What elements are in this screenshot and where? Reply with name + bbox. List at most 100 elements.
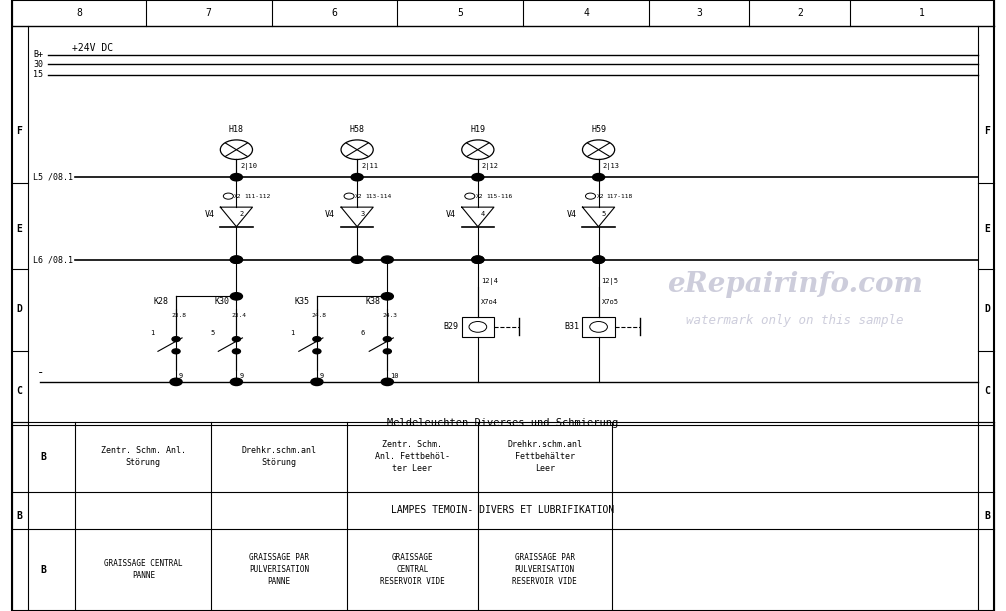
- Circle shape: [383, 337, 391, 342]
- Text: 4: 4: [481, 211, 485, 217]
- Text: B29: B29: [444, 323, 459, 331]
- Text: X2: X2: [597, 194, 604, 199]
- Text: E: E: [984, 224, 990, 234]
- Text: 2|11: 2|11: [361, 163, 378, 170]
- Text: GRAISSAGE PAR
PULVERISATION
PANNE: GRAISSAGE PAR PULVERISATION PANNE: [249, 554, 309, 586]
- Text: 7: 7: [206, 9, 211, 18]
- Text: V4: V4: [566, 210, 576, 219]
- Text: 115-116: 115-116: [486, 194, 512, 199]
- Text: 30: 30: [33, 60, 43, 68]
- Text: K35: K35: [295, 296, 310, 306]
- Text: H19: H19: [471, 125, 485, 134]
- Text: 6: 6: [332, 9, 337, 18]
- Circle shape: [230, 256, 242, 263]
- Text: 9: 9: [320, 373, 324, 379]
- Text: K38: K38: [365, 296, 380, 306]
- Circle shape: [593, 256, 605, 263]
- Text: 5: 5: [602, 211, 606, 217]
- Text: 9: 9: [239, 373, 243, 379]
- Circle shape: [172, 337, 180, 342]
- Bar: [582, 317, 615, 337]
- Text: 113-114: 113-114: [365, 194, 391, 199]
- Text: +24V DC: +24V DC: [72, 43, 114, 53]
- Text: X7o5: X7o5: [602, 299, 619, 305]
- Text: 10: 10: [390, 373, 398, 379]
- Text: 5: 5: [458, 9, 463, 18]
- Text: 1: 1: [150, 330, 154, 336]
- Text: 3: 3: [360, 211, 364, 217]
- Circle shape: [383, 349, 391, 354]
- Text: X7o4: X7o4: [481, 299, 498, 305]
- Text: 2|12: 2|12: [482, 163, 499, 170]
- Text: H18: H18: [229, 125, 243, 134]
- Text: GRAISSAGE PAR
PULVERISATION
RESERVOIR VIDE: GRAISSAGE PAR PULVERISATION RESERVOIR VI…: [512, 554, 577, 586]
- Text: B: B: [16, 511, 22, 521]
- Text: 1: 1: [919, 9, 925, 18]
- Circle shape: [381, 293, 393, 300]
- Text: 24.3: 24.3: [382, 313, 397, 318]
- Text: V4: V4: [446, 210, 456, 219]
- Text: 15: 15: [33, 70, 43, 79]
- Text: 3: 3: [696, 9, 702, 18]
- Circle shape: [232, 349, 240, 354]
- Text: 6: 6: [361, 330, 365, 336]
- Text: GRAISSAGE CENTRAL
PANNE: GRAISSAGE CENTRAL PANNE: [104, 559, 183, 580]
- Text: L6 /08.1: L6 /08.1: [33, 255, 73, 264]
- Circle shape: [313, 349, 321, 354]
- Text: eRepairinfo.com: eRepairinfo.com: [667, 271, 923, 298]
- Text: 111-112: 111-112: [244, 194, 271, 199]
- Text: C: C: [984, 386, 990, 396]
- Circle shape: [472, 256, 484, 263]
- Text: D: D: [16, 304, 22, 313]
- Text: Zentr. Schm. Anl.
Störung: Zentr. Schm. Anl. Störung: [101, 446, 186, 467]
- Circle shape: [472, 174, 484, 181]
- Text: 12|5: 12|5: [602, 279, 619, 285]
- Text: B+: B+: [33, 51, 43, 59]
- Text: H59: H59: [592, 125, 606, 134]
- Circle shape: [472, 256, 484, 263]
- Text: K30: K30: [214, 296, 229, 306]
- Text: V4: V4: [325, 210, 335, 219]
- Circle shape: [230, 256, 242, 263]
- Text: 2: 2: [797, 9, 803, 18]
- Circle shape: [230, 174, 242, 181]
- Circle shape: [172, 349, 180, 354]
- Text: Drehkr.schm.anl
Fettbehälter
Leer: Drehkr.schm.anl Fettbehälter Leer: [507, 441, 582, 473]
- Circle shape: [170, 378, 182, 386]
- Circle shape: [230, 293, 242, 300]
- Text: 4: 4: [583, 9, 589, 18]
- Text: Drehkr.schm.anl
Störung: Drehkr.schm.anl Störung: [241, 446, 317, 467]
- Text: 2|13: 2|13: [603, 163, 620, 170]
- Text: H58: H58: [350, 125, 364, 134]
- Text: 5: 5: [210, 330, 214, 336]
- Text: X2: X2: [234, 194, 241, 199]
- Circle shape: [381, 256, 393, 263]
- Text: 23.8: 23.8: [171, 313, 186, 318]
- Text: C: C: [16, 386, 22, 396]
- Text: K28: K28: [154, 296, 169, 306]
- Text: 12|4: 12|4: [481, 279, 498, 285]
- Circle shape: [593, 256, 605, 263]
- Text: E: E: [16, 224, 22, 234]
- Text: V4: V4: [204, 210, 214, 219]
- Circle shape: [351, 256, 363, 263]
- Circle shape: [311, 378, 323, 386]
- Bar: [462, 317, 494, 337]
- Text: X2: X2: [476, 194, 483, 199]
- Text: 1: 1: [291, 330, 295, 336]
- Text: B: B: [40, 452, 46, 462]
- Text: 2: 2: [239, 211, 243, 217]
- Circle shape: [593, 174, 605, 181]
- Text: 117-118: 117-118: [607, 194, 633, 199]
- Text: D: D: [984, 304, 990, 313]
- Circle shape: [230, 378, 242, 386]
- Text: LAMPES TEMOIN- DIVERS ET LUBRIFIKATION: LAMPES TEMOIN- DIVERS ET LUBRIFIKATION: [391, 505, 615, 515]
- Text: B31: B31: [564, 323, 579, 331]
- Text: Meldeleuchten Diverses und Schmierung: Meldeleuchten Diverses und Schmierung: [387, 418, 619, 428]
- Circle shape: [232, 337, 240, 342]
- Text: Zentr. Schm.
Anl. Fettbehöl-
ter Leer: Zentr. Schm. Anl. Fettbehöl- ter Leer: [375, 441, 450, 473]
- Text: -: -: [36, 366, 44, 379]
- Text: F: F: [984, 126, 990, 136]
- Text: F: F: [16, 126, 22, 136]
- Circle shape: [313, 337, 321, 342]
